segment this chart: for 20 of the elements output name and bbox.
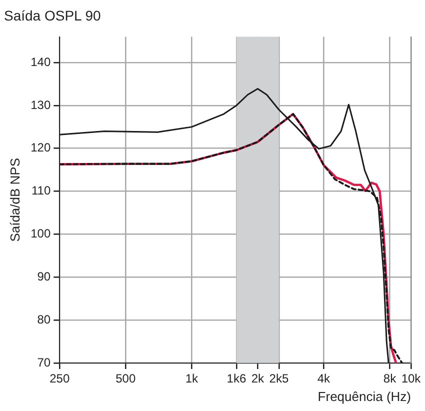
chart-title: Saída OSPL 90 (4, 7, 101, 24)
y-tick-label: 70 (37, 355, 51, 370)
x-tick-label: 1k (185, 372, 199, 386)
x-tick-label: 8k (383, 372, 398, 386)
x-tick-label: 4k (317, 372, 332, 386)
x-tick-label: 2k5 (269, 372, 289, 386)
x-tick-label: 250 (50, 372, 70, 386)
x-axis-title: Frequência (Hz) (318, 388, 411, 404)
x-tick-label: 1k6 (226, 372, 246, 386)
x-tick-label: 2k (251, 372, 266, 386)
y-tick-label: 80 (37, 312, 51, 326)
y-tick-label: 130 (30, 98, 51, 112)
y-tick-label: 110 (31, 184, 51, 198)
y-tick-label: 140 (30, 54, 51, 69)
y-tick-label: 100 (30, 226, 51, 241)
x-tick-label: 10k (401, 372, 422, 386)
y-tick-label: 90 (37, 269, 51, 284)
y-axis-title: Saída/dB NPS (7, 158, 22, 242)
y-tick-label: 120 (30, 140, 51, 155)
x-tick-label: 500 (116, 372, 136, 386)
